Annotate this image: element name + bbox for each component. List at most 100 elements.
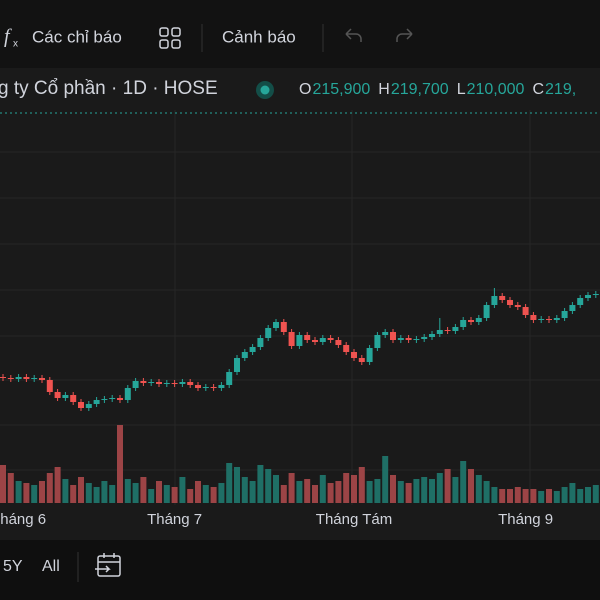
volume-bar <box>132 483 139 503</box>
candle-body <box>187 382 194 385</box>
candle-body <box>280 322 287 332</box>
volume-bar <box>343 473 350 503</box>
candle-body <box>514 305 521 307</box>
volume-bar <box>522 489 529 503</box>
volume-bar <box>124 479 131 503</box>
volume-bar <box>109 485 116 503</box>
candle-body <box>54 392 61 398</box>
volume-bar <box>23 483 30 503</box>
volume-bar <box>46 473 53 503</box>
candle-body <box>468 320 474 322</box>
volume-bar <box>234 467 240 503</box>
candle-body <box>327 338 334 340</box>
candle-body <box>0 377 6 378</box>
volume-bar <box>140 477 147 503</box>
x-tick-label: Tháng 7 <box>147 511 202 528</box>
volume-bar <box>483 481 490 503</box>
volume-bar <box>327 483 334 503</box>
chart-bg <box>0 68 600 540</box>
candle-body <box>358 358 365 362</box>
date-range-icon[interactable] <box>95 553 121 577</box>
volume-bar <box>241 477 248 503</box>
volume-bar <box>265 469 272 503</box>
candle-body <box>156 382 162 384</box>
candle-body <box>234 358 240 372</box>
volume-bar <box>569 483 576 503</box>
volume-bar <box>507 489 513 503</box>
plot: Tháng 6 Tháng 7 Tháng Tám Tháng 9 <box>0 288 599 528</box>
candle-body <box>265 328 272 338</box>
candle-body <box>374 335 381 348</box>
candle-body <box>343 345 350 352</box>
volume-bar <box>421 477 428 503</box>
candle-body <box>405 338 412 340</box>
volume-bar <box>335 481 342 503</box>
candle-body <box>210 387 217 388</box>
candle-body <box>132 381 139 388</box>
ohlc-value: 210,000 <box>467 81 525 98</box>
volume-bar <box>226 463 233 503</box>
volume-bar <box>436 473 443 503</box>
volume-bar <box>249 481 256 503</box>
volume-bar <box>218 483 225 503</box>
candle-body <box>39 378 45 380</box>
candle-body <box>273 322 279 328</box>
candle-body <box>312 340 318 342</box>
candle-body <box>124 388 131 400</box>
range-button[interactable]: All <box>42 558 60 575</box>
volume-bar <box>117 425 123 503</box>
candle-body <box>70 395 77 402</box>
candle-body <box>93 400 100 404</box>
volume-bar <box>538 491 545 503</box>
candle-body <box>335 340 342 345</box>
volume-bar <box>163 485 170 503</box>
candle-body <box>429 334 435 337</box>
candle-body <box>249 347 256 352</box>
candle-body <box>179 382 186 384</box>
x-tick-label: Tháng 6 <box>0 511 46 528</box>
candle-body <box>171 383 178 384</box>
ohlc-key: H <box>378 81 390 98</box>
range-button[interactable]: 5Y <box>3 558 23 575</box>
fx-icon[interactable]: f <box>4 26 12 48</box>
volume-bar <box>54 467 61 503</box>
volume-bar <box>413 479 420 503</box>
alerts-button[interactable]: Cảnh báo <box>222 27 296 46</box>
candle-body <box>577 298 584 305</box>
volume-bar <box>210 487 217 503</box>
volume-bar <box>390 475 396 503</box>
ohlc-value: 215,900 <box>312 81 370 98</box>
volume-bar <box>195 481 201 503</box>
candle-body <box>7 378 14 379</box>
indicators-button[interactable]: Các chỉ báo <box>32 27 122 46</box>
volume-bar <box>288 473 295 503</box>
volume-bar <box>530 489 537 503</box>
volume-bar <box>491 487 498 503</box>
volume-bar <box>405 483 412 503</box>
candle-body <box>304 335 311 340</box>
volume-bar <box>171 487 178 503</box>
volume-bar <box>546 489 552 503</box>
volume-bar <box>312 485 318 503</box>
undo-button[interactable] <box>345 28 362 42</box>
layout-icon[interactable] <box>159 27 181 49</box>
candle-body <box>522 307 529 315</box>
ohlc-value: 219, <box>545 81 576 98</box>
candle-body <box>382 332 389 335</box>
candle-body <box>546 319 552 320</box>
volume-bar <box>296 481 303 503</box>
candle-body <box>31 378 38 379</box>
candle-body <box>101 399 108 400</box>
candle-body <box>538 319 545 320</box>
candle-body <box>397 338 404 340</box>
volume-bar <box>351 475 357 503</box>
candle-body <box>460 320 467 327</box>
volume-bar <box>585 487 591 503</box>
candle-body <box>202 387 209 388</box>
candle-body <box>241 352 248 358</box>
volume-bar <box>304 479 311 503</box>
redo-button[interactable] <box>396 28 413 42</box>
candle-body <box>530 315 537 320</box>
x-tick-label: Tháng Tám <box>316 511 392 528</box>
candle-body <box>23 377 30 379</box>
